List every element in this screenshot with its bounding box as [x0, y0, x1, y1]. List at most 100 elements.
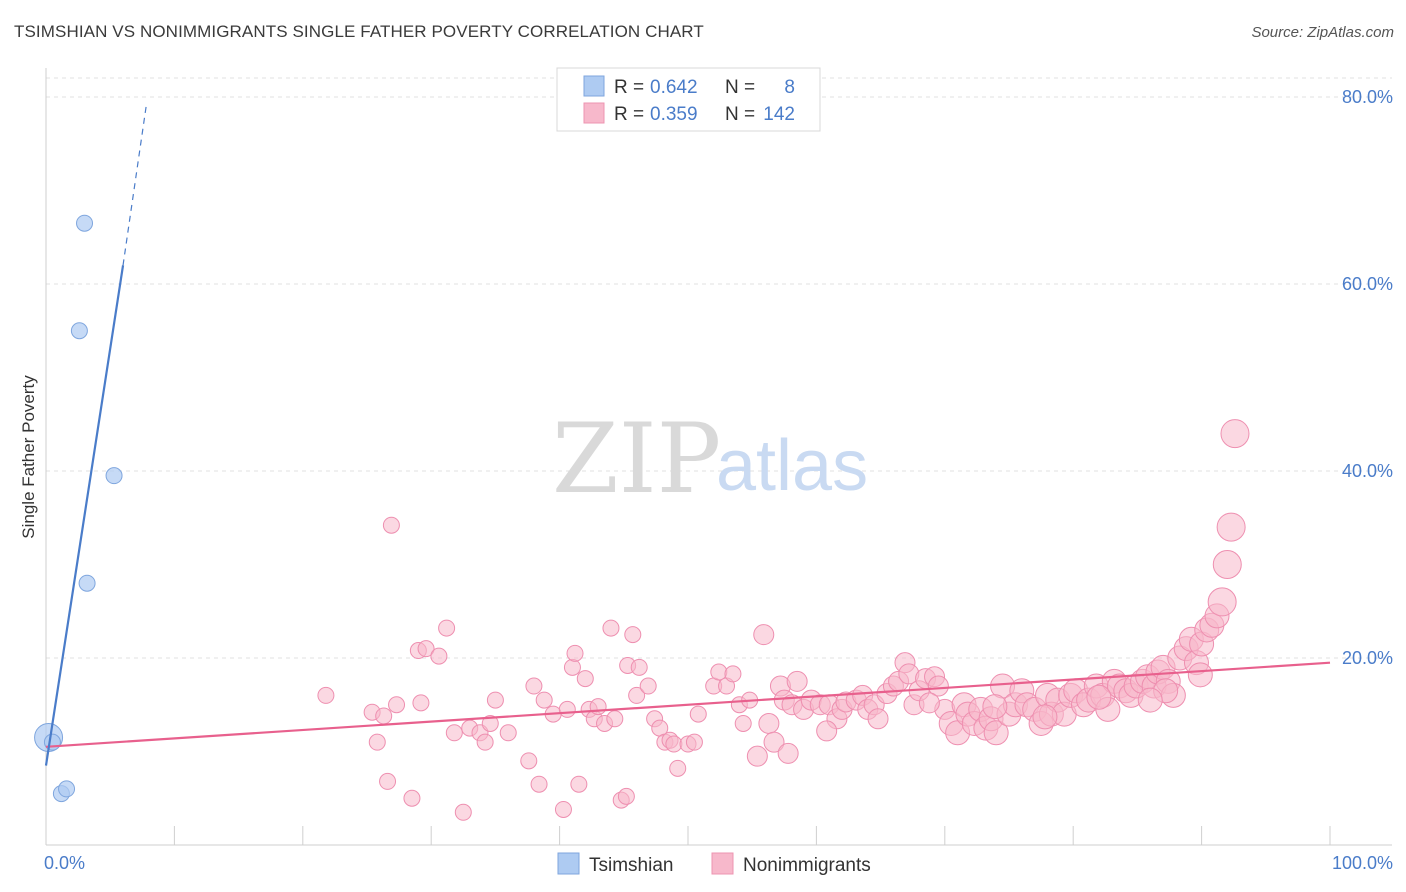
nonimmigrants-point [734, 714, 752, 732]
axes [45, 68, 1392, 846]
nonimmigrants-point [665, 735, 683, 753]
nonimmigrants-point [685, 733, 703, 751]
nonimmigrants-point [412, 694, 430, 712]
x-tick-label: 100.0% [1332, 853, 1393, 873]
nonimmigrants-point [617, 787, 635, 805]
nonimmigrants-point [639, 677, 657, 695]
nonimmigrants-point [927, 675, 949, 697]
y-tick-label: 60.0% [1342, 274, 1393, 294]
nonimmigrants-point [816, 720, 838, 742]
legend-n-label: N = [725, 104, 755, 125]
legend-r-value: 0.642 [650, 77, 698, 98]
nonimmigrants-point [624, 626, 642, 644]
nonimmigrants-point [606, 710, 624, 728]
nonimmigrants-point [1086, 684, 1112, 710]
nonimmigrants-point [1187, 662, 1213, 688]
nonimmigrants-point [382, 516, 400, 534]
legend-r-value: 0.359 [650, 104, 698, 125]
nonimmigrants-point [558, 700, 576, 718]
nonimmigrants-point [570, 775, 588, 793]
watermark-atlas: atlas [716, 426, 868, 506]
nonimmigrants-point [628, 686, 646, 704]
y-tick-label: 80.0% [1342, 87, 1393, 107]
nonimmigrants-point [589, 698, 607, 716]
nonimmigrants-point [758, 712, 780, 734]
nonimmigrants-point [753, 624, 775, 646]
legend-n-label: N = [725, 77, 755, 98]
tsimshian-trend-extension [122, 106, 147, 266]
tsimshian-point [78, 574, 96, 592]
nonimmigrants-point [317, 686, 335, 704]
legend-bottom: Tsimshian Nonimmigrants [557, 852, 871, 876]
y-tick-label: 20.0% [1342, 648, 1393, 668]
nonimmigrants-trend-line [45, 661, 1331, 748]
nonimmigrants-point [1212, 550, 1242, 579]
legend-n-value: 8 [784, 77, 795, 98]
nonimmigrants-point [388, 696, 406, 714]
watermark: ZIP atlas [552, 403, 868, 515]
nonimmigrants-point [1207, 587, 1237, 617]
source-label: Source: ZipAtlas.com [1251, 24, 1394, 41]
tsimshian-point [58, 780, 76, 798]
nonimmigrants-point [438, 619, 456, 637]
y-tick-labels: 20.0% 40.0% 60.0% 80.0% [1342, 87, 1393, 668]
nonimmigrants-point [1220, 419, 1250, 449]
nonimmigrants-point [1137, 687, 1163, 713]
tsimshian-points [34, 214, 123, 803]
grid-lines [46, 77, 1392, 659]
nonimmigrants-point [630, 658, 648, 676]
nonimmigrants-point [454, 803, 472, 821]
nonimmigrants-point [430, 647, 448, 665]
trend-lines [44, 106, 1331, 766]
nonimmigrants-point [1032, 704, 1058, 730]
tsimshian-point [105, 467, 123, 485]
nonimmigrants-point [530, 775, 548, 793]
tsimshian-point [70, 322, 88, 340]
tsimshian-trend-line [44, 265, 125, 766]
legend-top: R = 0.642 N = 8 R = 0.359 N = 142 [556, 67, 821, 132]
nonimmigrants-point [375, 707, 393, 725]
nonimmigrants-point [368, 733, 386, 751]
legend-r-label: R = [614, 104, 644, 125]
nonimmigrants-point [403, 789, 421, 807]
y-tick-label: 40.0% [1342, 461, 1393, 481]
nonimmigrants-point [746, 745, 768, 767]
nonimmigrants-point [777, 742, 799, 764]
nonimmigrants-point [689, 705, 707, 723]
nonimmigrants-point [499, 724, 517, 742]
legend-bottom-swatch-nonimmigrants [711, 852, 734, 875]
legend-r-label: R = [614, 77, 644, 98]
nonimmigrants-point [724, 665, 742, 683]
nonimmigrants-point [982, 694, 1008, 720]
nonimmigrants-point [669, 759, 687, 777]
nonimmigrants-point [476, 733, 494, 751]
nonimmigrants-point [481, 714, 499, 732]
legend-bottom-label-tsimshian: Tsimshian [589, 855, 673, 876]
y-axis-title: Single Father Poverty [19, 375, 38, 539]
nonimmigrants-point [786, 670, 808, 692]
legend-swatch-tsimshian [583, 75, 605, 97]
nonimmigrants-point [602, 619, 620, 637]
chart-title: TSIMSHIAN VS NONIMMIGRANTS SINGLE FATHER… [14, 22, 704, 41]
legend-swatch-nonimmigrants [583, 102, 605, 124]
x-tick-label: 0.0% [44, 853, 85, 873]
tsimshian-point [76, 214, 94, 232]
watermark-zip: ZIP [552, 403, 721, 515]
nonimmigrants-point [763, 731, 785, 753]
nonimmigrants-point [918, 692, 940, 714]
nonimmigrants-point [566, 644, 584, 662]
nonimmigrants-point [1216, 512, 1246, 542]
nonimmigrants-point [525, 677, 543, 695]
nonimmigrants-point [983, 720, 1009, 746]
legend-n-value: 142 [763, 104, 795, 125]
nonimmigrants-point [710, 663, 728, 681]
nonimmigrants-point [535, 691, 553, 709]
x-tick-labels: 0.0% 100.0% [44, 853, 1393, 873]
nonimmigrants-point [520, 752, 538, 770]
nonimmigrants-point [576, 670, 594, 688]
nonimmigrants-point [445, 724, 463, 742]
nonimmigrants-point [563, 658, 581, 676]
nonimmigrants-point [486, 691, 504, 709]
nonimmigrants-point [867, 708, 889, 730]
